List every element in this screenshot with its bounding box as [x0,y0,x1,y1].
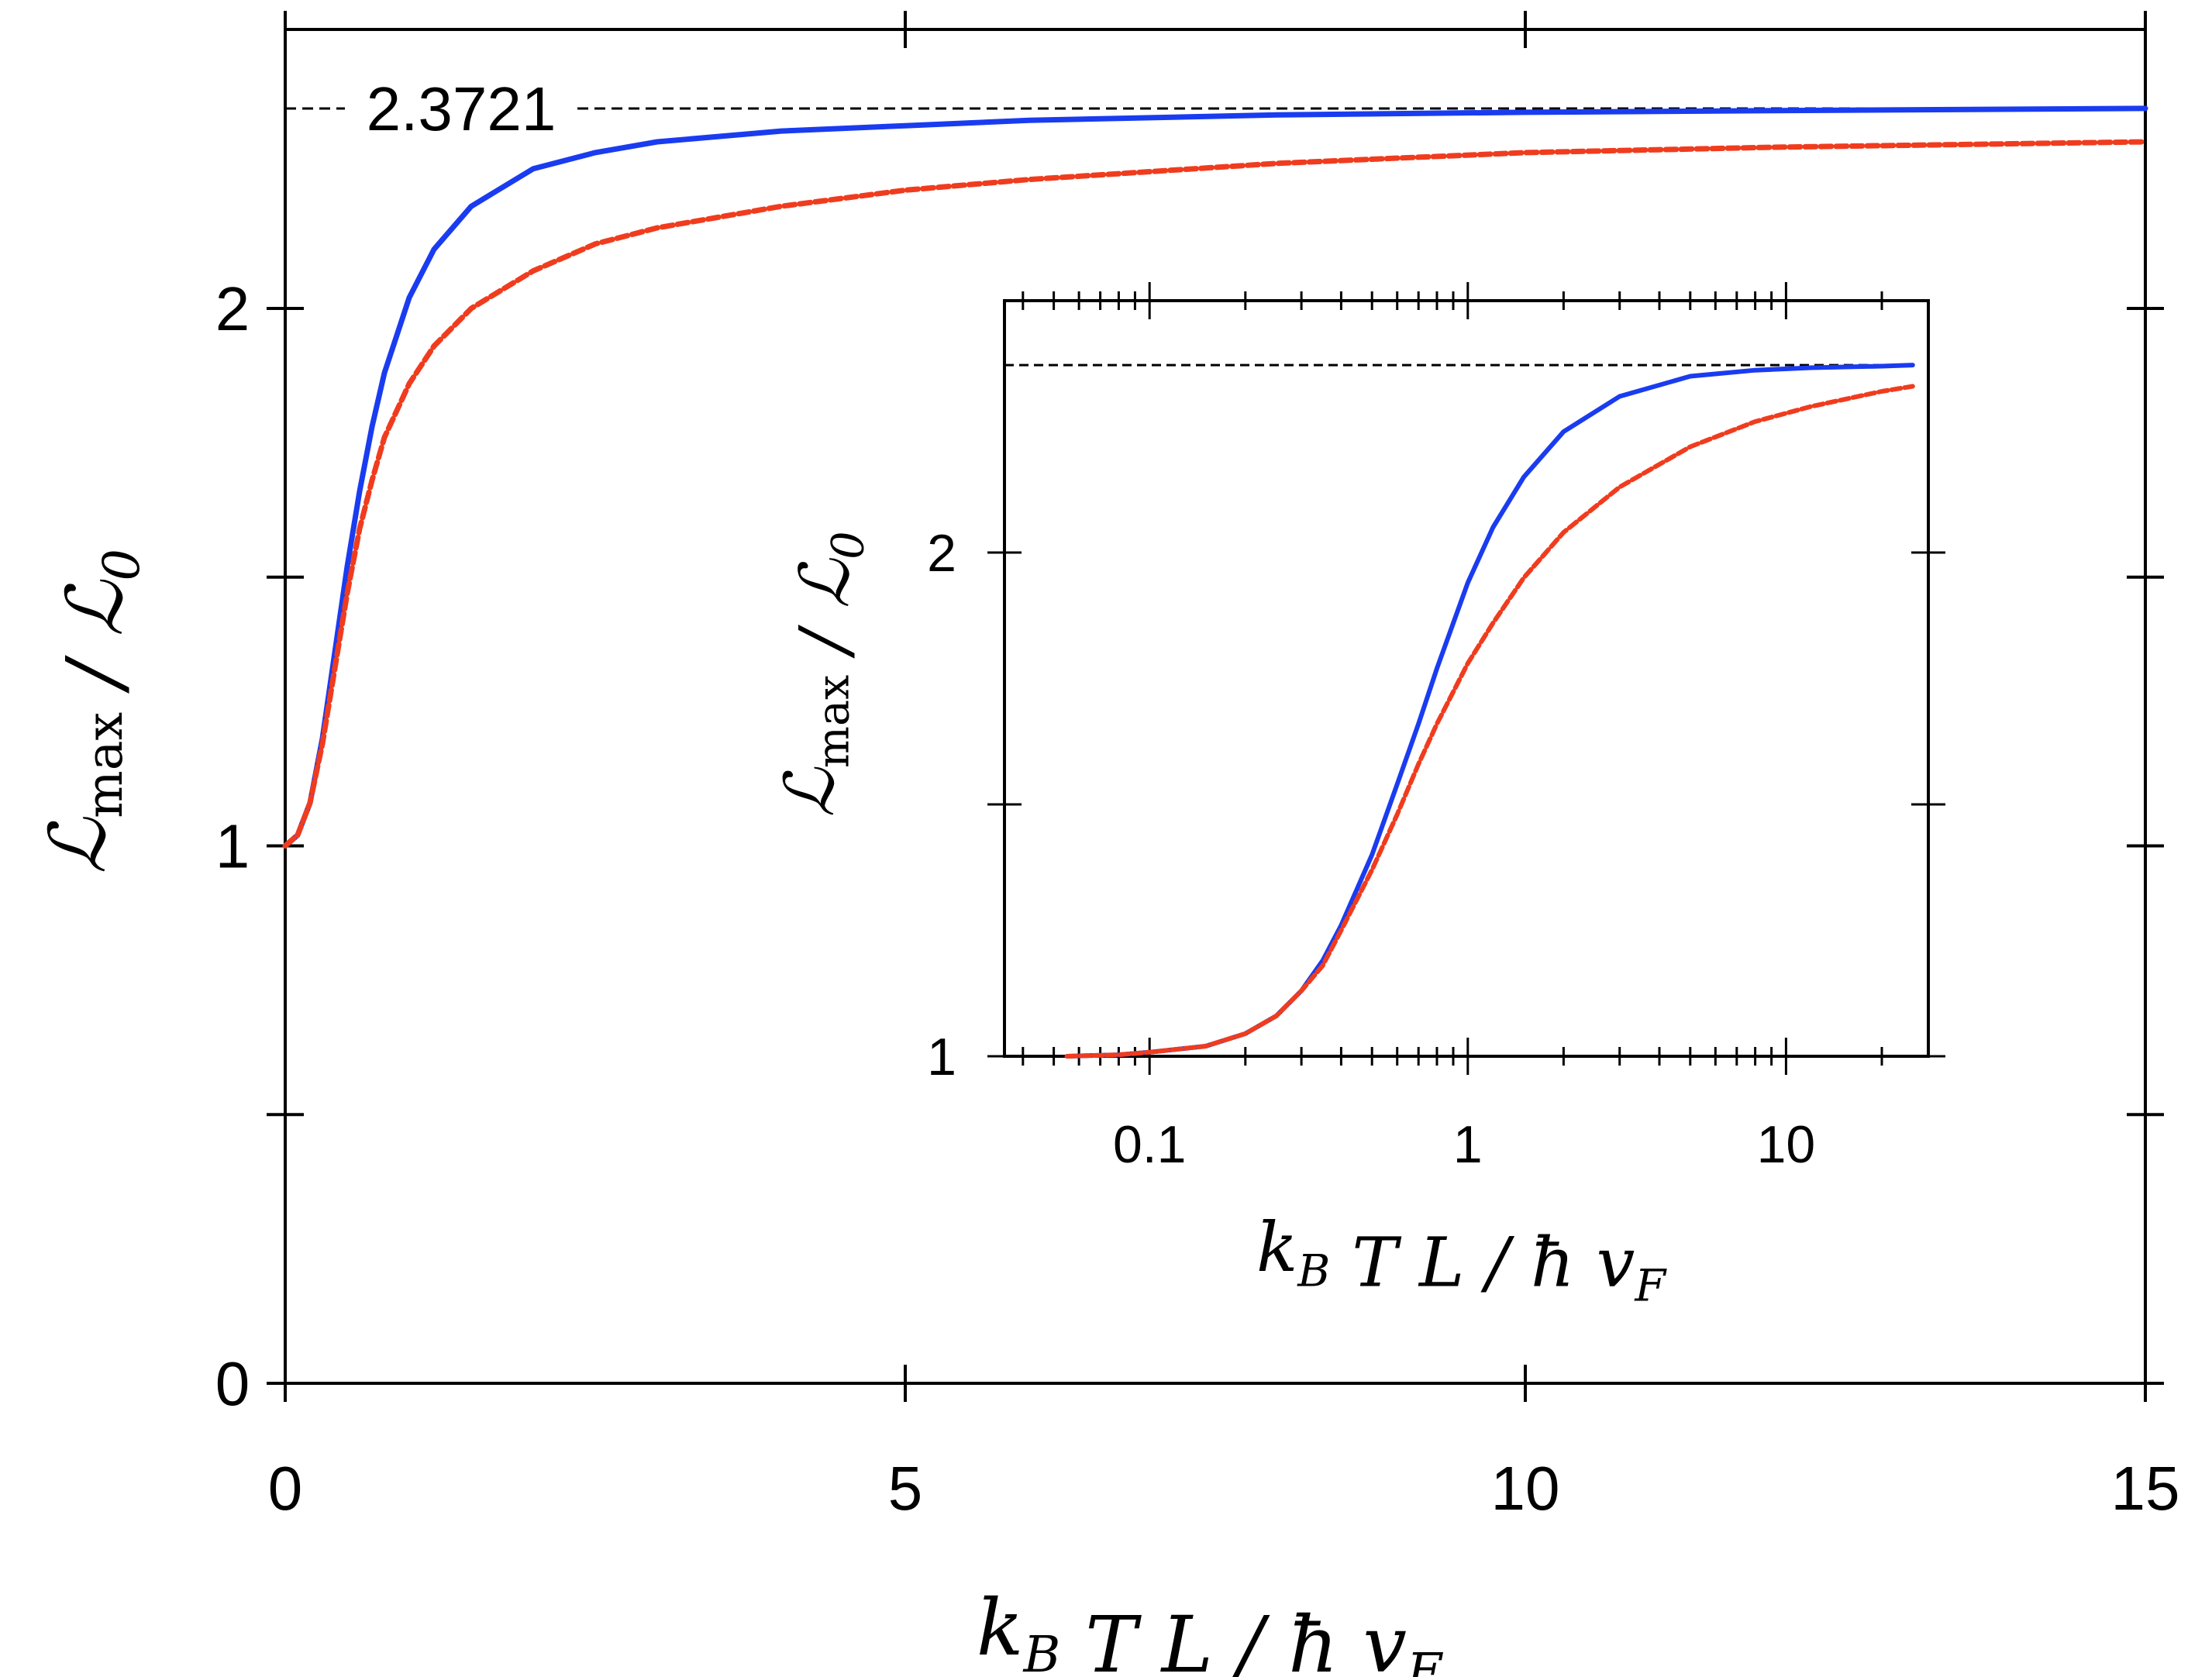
y-tick-label: 0 [215,1349,250,1418]
inset-x-axis-label-part: k [1256,1207,1297,1287]
x-axis-label-part: v [1339,1600,1407,1677]
x-axis-label-sub: B [1023,1626,1061,1677]
inset-y-axis-label-sub: 0 [823,531,874,559]
inset-x-axis-label-part: ħ [1509,1222,1575,1302]
inset-x-axis-label-sub: B [1297,1245,1330,1296]
y-axis-label: ℒmax / ℒ0 [33,549,151,874]
x-axis-label-sub: F [1406,1643,1443,1677]
y-axis-label-sub: max [76,712,134,818]
y-tick-label: 2 [215,274,250,343]
inset-x-axis-label-part: / [1464,1222,1514,1302]
inset-x-axis-label-part: v [1575,1222,1635,1302]
inset-x-axis-label-part: T [1330,1222,1402,1302]
inset-y-axis-label-part: ℒ [784,558,864,630]
x-axis-label-text: kB T L / ħ vF [977,1582,1443,1677]
y-axis-label-part: ℒ [33,817,123,874]
inset-x-axis-label-sub: F [1634,1261,1667,1312]
x-axis-label-part: T [1060,1600,1142,1677]
inset-x-tick-label: 10 [1757,1115,1816,1174]
y-tick-label: 1 [215,812,250,881]
x-tick-label: 15 [2111,1454,2180,1523]
x-axis-label-part: / [1213,1600,1270,1677]
y-axis-label-part: / [50,655,140,712]
inset-x-tick-label: 0.1 [1113,1115,1187,1174]
inset-y-axis-label-sub: max [808,675,859,769]
x-tick-label: 5 [888,1454,923,1523]
inset-x-axis-label-text: kB T L / ħ vF [1256,1207,1667,1312]
x-axis-label-part: k [977,1582,1024,1673]
inset-y-tick-label: 2 [927,524,956,583]
inset-x-axis-label-part: L [1397,1222,1464,1302]
inset-x-tick-label: 1 [1453,1115,1483,1174]
inset-x-axis-label: kB T L / ħ vF [1256,1207,1667,1312]
x-tick-label: 10 [1491,1454,1560,1523]
inset-y-axis-label: ℒmax / ℒ0 [770,531,874,817]
x-axis-label-part: L [1137,1600,1213,1677]
inset-frame [1003,299,1930,1058]
inset-y-tick-label: 1 [927,1028,956,1086]
y-axis-label-sub: 0 [93,549,151,580]
inset-y-axis-label-part: / [784,625,864,675]
x-tick-label: 0 [268,1454,303,1523]
x-axis-label-part: ħ [1263,1600,1338,1677]
y-axis-label-part: ℒ [50,580,140,662]
x-axis-label: kB T L / ħ vF [977,1582,1443,1677]
main-frame [284,28,2147,1385]
inset-y-axis-label-text: ℒmax / ℒ0 [770,531,874,817]
y-axis-label-text: ℒmax / ℒ0 [33,549,151,874]
inset-series-dashed-red [1064,384,1915,1059]
inset-y-axis-label-part: ℒ [770,767,849,818]
series-dashed-red [282,139,2148,849]
reference-line-label: 2.3721 [367,74,556,143]
